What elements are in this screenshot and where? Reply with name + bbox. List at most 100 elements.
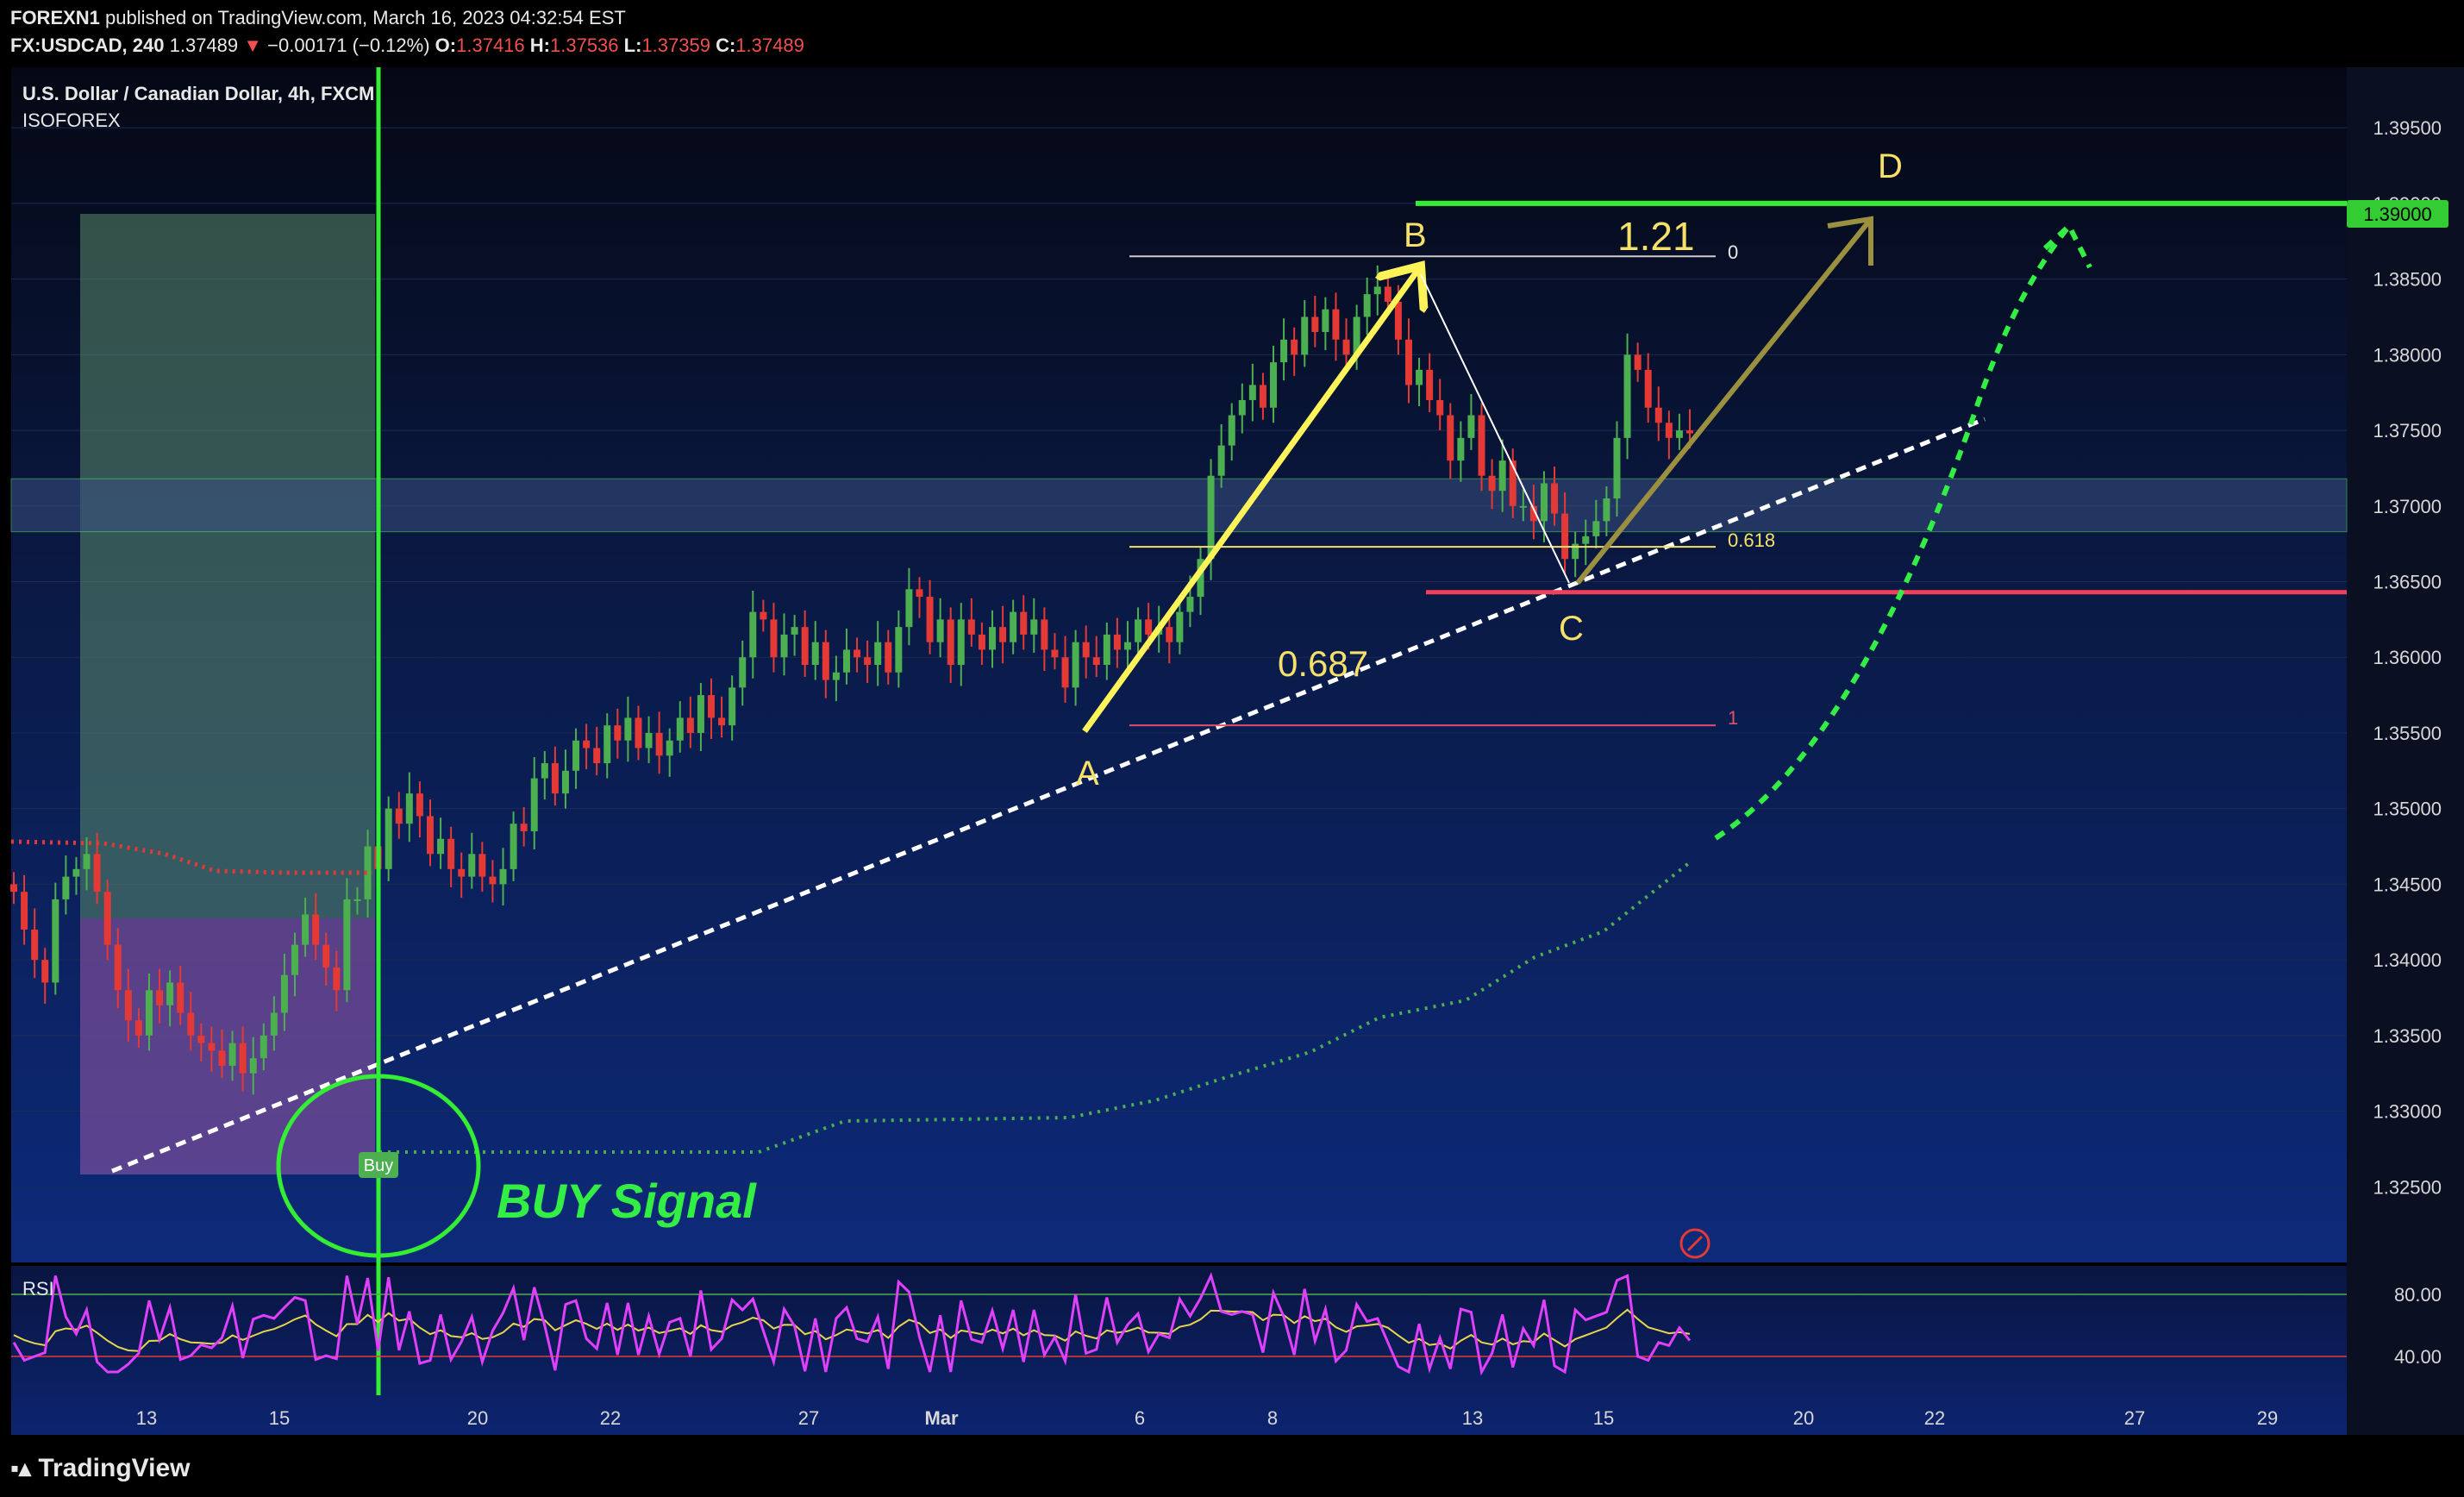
candle-body	[1301, 316, 1309, 355]
candle-body	[1582, 536, 1590, 544]
candle-body	[1041, 619, 1048, 650]
candle-body	[842, 649, 850, 673]
isoforex-sell-line	[10, 839, 372, 875]
point-c-label: C	[1559, 610, 1584, 648]
x-axis-background	[0, 1435, 2464, 1459]
candle-body	[218, 1050, 226, 1066]
candle-body	[1342, 339, 1350, 355]
candle-body	[822, 642, 829, 680]
candle-body	[1197, 559, 1204, 598]
point-b-label: B	[1404, 216, 1427, 254]
candle-body	[31, 930, 39, 961]
candle-body	[1416, 369, 1423, 385]
y-tick-label: 1.38000	[2373, 344, 2442, 366]
support-zone	[10, 478, 2348, 533]
candle-body	[166, 982, 174, 1005]
y-tick-label: 1.39500	[2373, 117, 2442, 139]
candle-body	[1280, 339, 1288, 363]
candle-body	[83, 854, 91, 869]
symbol-label[interactable]: FX:USDCAD, 240	[10, 34, 165, 56]
buy-signal-text: BUY Signal	[497, 1174, 757, 1228]
tradingview-logo[interactable]: ▪▴ TradingView	[10, 1454, 191, 1483]
close-label: C:	[716, 34, 736, 56]
price-label-text: 1.39000	[2363, 204, 2432, 225]
candle-body	[967, 619, 975, 635]
candle-body	[510, 824, 517, 869]
zones-layer	[10, 214, 2348, 1174]
candle-body	[811, 642, 819, 665]
indicator-name: ISOFOREX	[22, 110, 121, 131]
candle-body	[478, 854, 486, 877]
rsi-label: RSI	[22, 1278, 54, 1300]
candle-body	[520, 824, 528, 831]
candle-body	[666, 740, 673, 756]
candle-body	[999, 627, 1007, 642]
high-value: 1.37536	[550, 34, 619, 56]
time-axis[interactable]: 13 15 20 22 27 Mar 6 8 13 15 20 22 27 29	[136, 1407, 2278, 1429]
candle-body	[947, 619, 954, 665]
candle-body	[72, 868, 80, 877]
candle-body	[697, 695, 704, 733]
candle-body	[1103, 634, 1110, 665]
candle-body	[874, 642, 882, 665]
candle-body	[353, 899, 361, 901]
low-value: 1.37359	[641, 34, 710, 56]
candle-body	[1291, 339, 1298, 355]
rsi-panel: 80.00 40.00	[11, 1272, 2442, 1376]
candle-body	[1092, 657, 1100, 665]
candle-body	[864, 657, 872, 665]
x-tick-label: 20	[467, 1407, 488, 1429]
candle-body	[645, 732, 653, 748]
candle-body	[603, 725, 611, 764]
candle-body	[1426, 369, 1434, 400]
candle-body	[1404, 339, 1412, 385]
candle-body	[1186, 597, 1194, 612]
candle-body	[1228, 415, 1235, 446]
candle-body	[676, 717, 684, 741]
candle-body	[1311, 316, 1319, 333]
candle-body	[770, 619, 778, 658]
candle-body	[395, 808, 403, 824]
cd-arrow	[1575, 217, 1873, 585]
price-axis[interactable]: 1.395001.390001.385001.380001.375001.370…	[2373, 117, 2442, 1198]
y-tick-label: 1.37000	[2373, 496, 2442, 517]
publisher-name[interactable]: FOREXN1	[10, 7, 100, 28]
candle-body	[655, 732, 663, 756]
candle-body	[1644, 369, 1652, 408]
close-value: 1.37489	[735, 34, 804, 56]
candle-body	[572, 740, 580, 771]
candle-body	[145, 990, 153, 1036]
candle-body	[729, 687, 736, 726]
buy-tag[interactable]: Buy	[359, 1152, 398, 1178]
candle-body	[916, 589, 923, 598]
down-arrow-icon: ▼	[243, 34, 263, 56]
replay-icon[interactable]	[1679, 1228, 1710, 1259]
candle-body	[978, 634, 985, 650]
point-d-label: D	[1878, 147, 1903, 185]
stop-zone	[80, 918, 375, 1174]
candle-body	[437, 838, 445, 855]
last-price: 1.37489	[169, 34, 239, 56]
candle-body	[1010, 611, 1017, 642]
y-tick-label: 1.38500	[2373, 269, 2442, 291]
candle-body	[1436, 399, 1444, 416]
x-tick-label: 6	[1135, 1407, 1145, 1429]
candle-body	[1665, 423, 1673, 438]
candle-body	[385, 808, 392, 869]
high-label: H:	[529, 34, 550, 56]
x-tick-label: 22	[1924, 1407, 1945, 1429]
candle-body	[1082, 642, 1090, 658]
candle-body	[1467, 415, 1475, 438]
candle-body	[551, 763, 559, 794]
y-tick-label: 1.34500	[2373, 874, 2442, 895]
candle-body	[1322, 309, 1329, 333]
candle-body	[989, 627, 997, 650]
candle-body	[739, 657, 747, 688]
tv-logo-icon: ▪▴	[10, 1455, 31, 1481]
low-label: L:	[623, 34, 642, 56]
candle-body	[208, 1043, 216, 1051]
candle-body	[322, 944, 330, 968]
candle-body	[1457, 437, 1465, 461]
candle-body	[249, 1058, 257, 1074]
